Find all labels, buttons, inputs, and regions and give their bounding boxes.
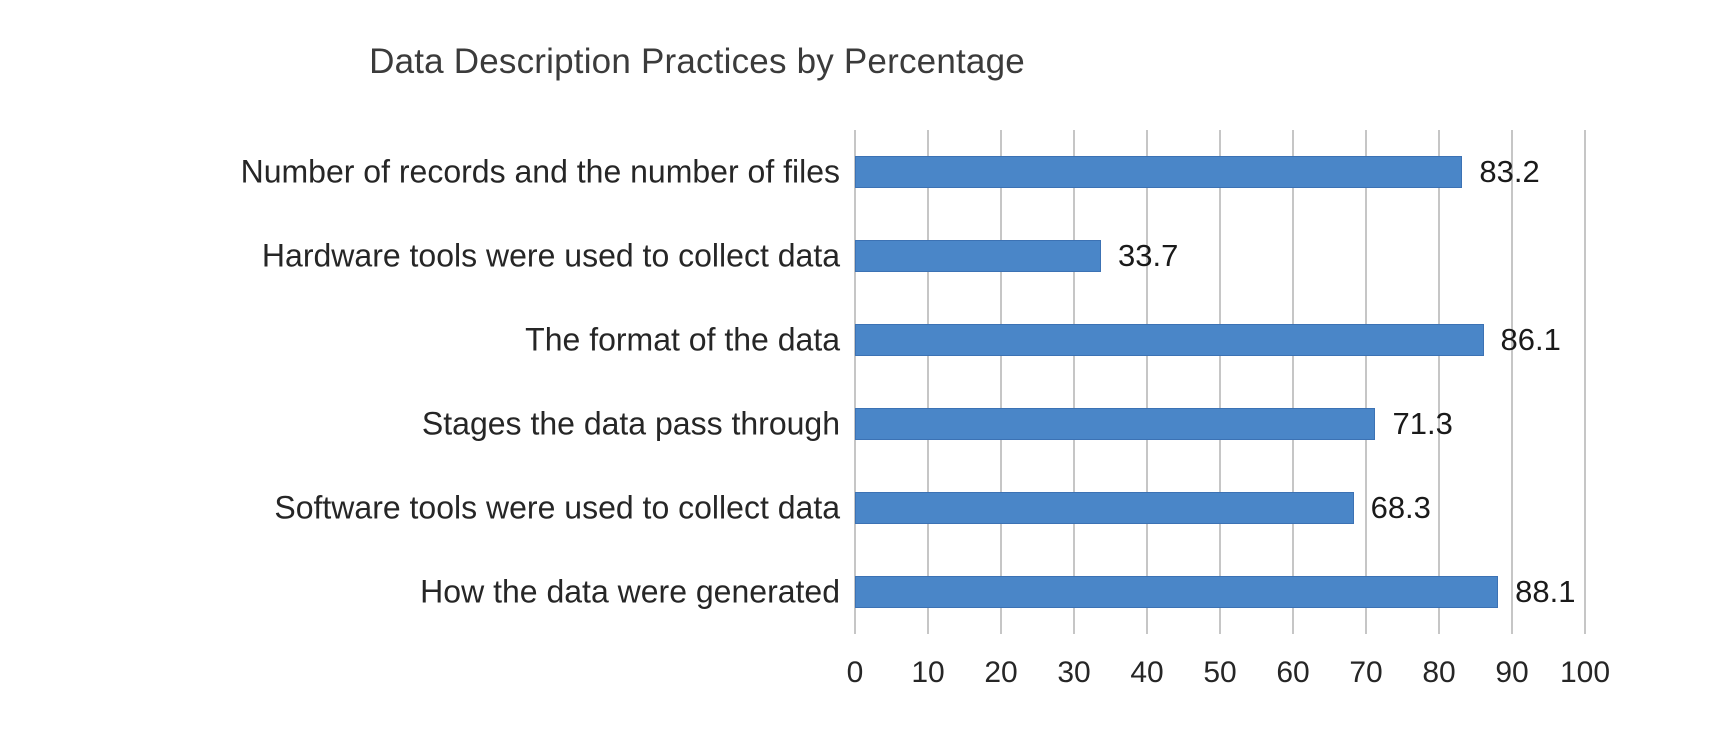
- x-axis-tick-label: 90: [1495, 656, 1529, 689]
- category-label: Number of records and the number of file…: [240, 153, 840, 190]
- category-label: How the data were generated: [420, 573, 840, 610]
- x-axis-tick-label: 40: [1130, 656, 1164, 689]
- gridline-0: [854, 130, 856, 634]
- value-label: 83.2: [1479, 154, 1540, 189]
- value-label: 71.3: [1392, 406, 1453, 441]
- gridline-100: [1584, 130, 1586, 634]
- value-label: 68.3: [1370, 490, 1431, 525]
- chart-title: Data Description Practices by Percentage: [369, 42, 1025, 81]
- gridline-30: [1073, 130, 1075, 634]
- bar: [855, 492, 1354, 524]
- x-axis-tick-label: 100: [1559, 656, 1611, 689]
- value-label: 88.1: [1515, 574, 1576, 609]
- x-axis-tick-label: 20: [984, 656, 1018, 689]
- x-axis-tick-label: 50: [1203, 656, 1237, 689]
- x-axis-tick-label: 70: [1349, 656, 1383, 689]
- bar: [855, 240, 1101, 272]
- category-label: Stages the data pass through: [421, 405, 840, 442]
- gridline-40: [1146, 130, 1148, 634]
- gridline-10: [927, 130, 929, 634]
- category-label: Software tools were used to collect data: [274, 489, 840, 526]
- x-axis-tick-label: 80: [1422, 656, 1456, 689]
- gridline-90: [1511, 130, 1513, 634]
- bar: [855, 324, 1484, 356]
- x-axis-tick-label: 10: [911, 656, 945, 689]
- bar: [855, 408, 1376, 440]
- x-axis-tick-label: 30: [1057, 656, 1091, 689]
- value-label: 86.1: [1500, 322, 1561, 357]
- bar: [855, 576, 1499, 608]
- gridline-60: [1292, 130, 1294, 634]
- gridline-50: [1219, 130, 1221, 634]
- category-label: The format of the data: [525, 321, 840, 358]
- value-label: 33.7: [1118, 238, 1179, 273]
- category-label: Hardware tools were used to collect data: [261, 237, 840, 274]
- gridline-20: [1000, 130, 1002, 634]
- bar: [855, 156, 1463, 188]
- x-axis-tick-label: 0: [846, 656, 864, 689]
- gridline-80: [1438, 130, 1440, 634]
- x-axis-tick-label: 60: [1276, 656, 1310, 689]
- gridline-70: [1365, 130, 1367, 634]
